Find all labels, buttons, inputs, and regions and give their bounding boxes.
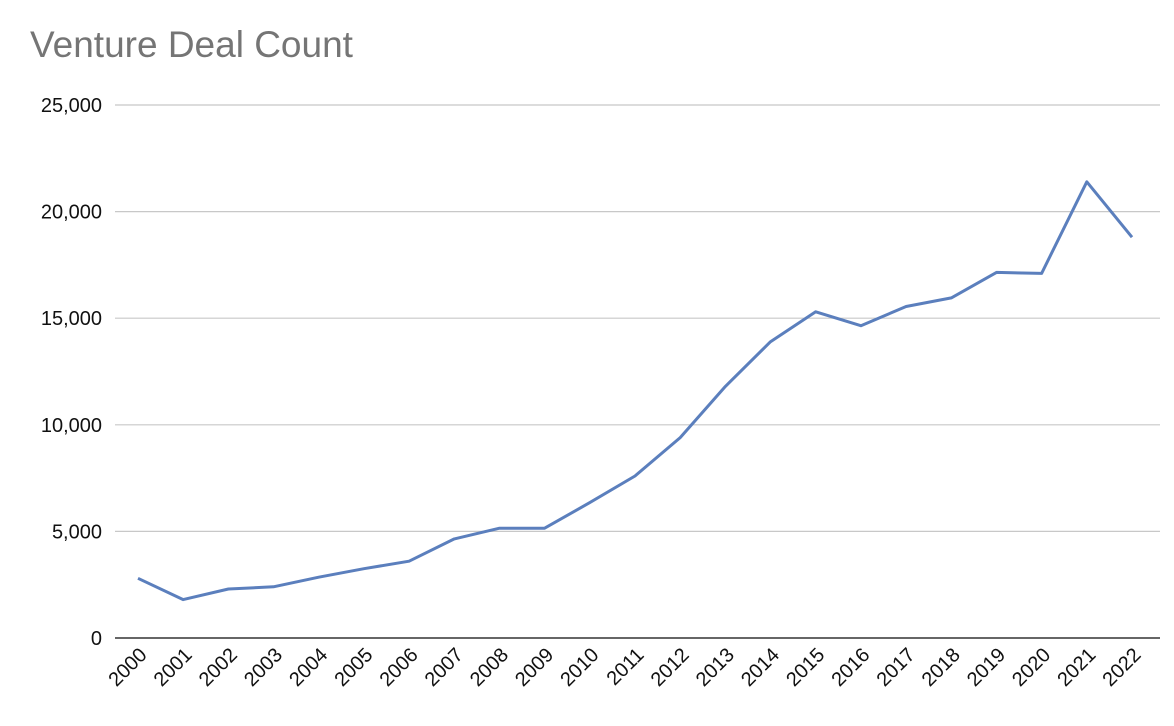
x-tick-label: 2015 [782,644,829,691]
x-tick-label: 2011 [603,644,649,690]
x-tick-label: 2022 [1099,644,1146,691]
x-tick-label: 2010 [556,644,603,691]
y-tick-label: 20,000 [41,202,102,224]
x-tick-label: 2000 [105,644,152,691]
series-line [137,180,1134,602]
chart-title: Venture Deal Count [30,24,353,65]
x-tick-label: 2008 [466,644,513,691]
x-tick-label: 2004 [285,644,332,691]
y-tick-label: 25,000 [41,95,102,117]
y-tick-label: 5,000 [52,521,102,543]
x-tick-label: 2021 [1053,644,1100,691]
x-tick-label: 2005 [330,644,377,691]
x-tick-label: 2007 [421,644,468,691]
y-tick-label: 15,000 [41,308,102,330]
x-axis-ticks: 2000200120022003200420052006200720082009… [105,644,1146,691]
x-tick-label: 2003 [240,644,287,691]
x-tick-label: 2016 [827,644,874,691]
x-tick-label: 2018 [918,644,965,691]
x-tick-label: 2019 [963,644,1010,691]
y-tick-label: 10,000 [41,415,102,437]
x-tick-label: 2020 [1008,644,1055,691]
x-tick-label: 2002 [195,644,242,691]
x-tick-label: 2013 [692,644,739,691]
gridlines [115,104,1160,639]
x-tick-label: 2009 [511,644,558,691]
y-axis-ticks: 0 5,000 10,000 15,000 20,000 25,000 [41,95,102,650]
x-tick-label: 2017 [873,644,920,691]
x-tick-label: 2014 [737,644,784,691]
x-tick-label: 2012 [647,644,694,691]
y-tick-label: 0 [91,628,102,650]
x-tick-label: 2001 [150,644,197,691]
x-tick-label: 2006 [376,644,423,691]
